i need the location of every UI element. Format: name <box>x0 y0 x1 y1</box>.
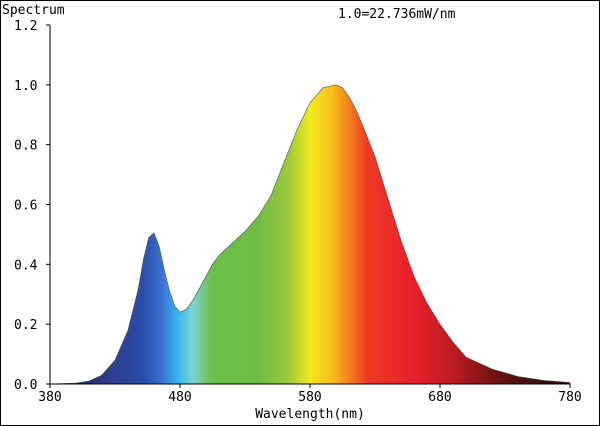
y-tick-label: 0.2 <box>14 318 37 333</box>
x-tick-label: 680 <box>428 390 451 405</box>
y-tick-label: 0.8 <box>14 139 37 154</box>
y-tick-label: 0.6 <box>14 199 37 214</box>
spectrum-area <box>49 84 571 385</box>
x-tick-label: 380 <box>38 390 61 405</box>
x-tick-label: 480 <box>168 390 191 405</box>
y-tick-label: 1.0 <box>14 79 37 94</box>
y-tick-label: 0.0 <box>14 378 37 393</box>
y-tick-label: 1.2 <box>14 19 37 34</box>
scale-annotation: 1.0=22.736mW/nm <box>338 7 456 22</box>
x-tick-label: 780 <box>558 390 581 405</box>
y-tick-label: 0.4 <box>14 258 38 273</box>
x-tick-label: 580 <box>298 390 321 405</box>
chart-title: Spectrum <box>2 3 65 18</box>
x-axis-label: Wavelength(nm) <box>255 407 365 422</box>
